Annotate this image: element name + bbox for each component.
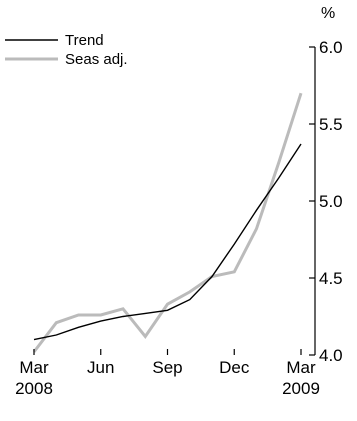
x-axis: Mar 2008 Jun Sep Dec Mar 2009 xyxy=(15,349,320,398)
y-unit-label: % xyxy=(321,5,335,22)
y-tick-label: 5.5 xyxy=(319,115,343,134)
series-line-trend xyxy=(33,143,302,341)
y-axis: % 4.0 4.5 5.0 5.5 6.0 xyxy=(309,5,343,365)
plot-area xyxy=(32,92,303,353)
x-tick-label-month: Dec xyxy=(219,358,250,377)
series-line-seas-adj xyxy=(32,92,303,353)
x-tick-label-month: Mar xyxy=(19,358,49,377)
legend-label-seas-adj: Seas adj. xyxy=(65,51,128,68)
x-tick-label-year: 2009 xyxy=(282,379,320,398)
x-tick-label-month: Sep xyxy=(152,358,182,377)
y-tick-label: 4.5 xyxy=(319,269,343,288)
y-tick-label: 6.0 xyxy=(319,38,343,57)
x-tick-label-month: Jun xyxy=(87,358,114,377)
legend-label-trend: Trend xyxy=(65,32,104,49)
x-tick-label-month: Mar xyxy=(286,358,316,377)
x-tick-label-year: 2008 xyxy=(15,379,53,398)
y-tick-label: 4.0 xyxy=(319,346,343,365)
legend: Trend Seas adj. xyxy=(5,32,128,68)
y-tick-label: 5.0 xyxy=(319,192,343,211)
